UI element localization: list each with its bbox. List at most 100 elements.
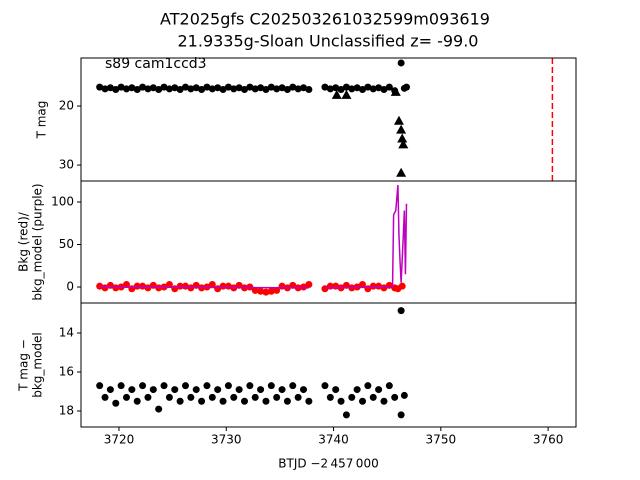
- point: [192, 386, 200, 394]
- point: [385, 382, 393, 390]
- point: [96, 83, 104, 91]
- point: [353, 84, 361, 92]
- point: [332, 386, 340, 394]
- point: [106, 386, 114, 394]
- point: [160, 382, 168, 390]
- point: [267, 287, 275, 295]
- point: [219, 86, 227, 94]
- point: [326, 393, 334, 401]
- point: [155, 405, 163, 413]
- y-axis-label: bkg_model (purple): [31, 183, 45, 300]
- point: [246, 83, 254, 91]
- point: [267, 382, 275, 390]
- point: [400, 391, 408, 399]
- point: [214, 84, 222, 92]
- point: [117, 382, 125, 390]
- point: [203, 83, 211, 91]
- point: [192, 84, 200, 92]
- point: [300, 386, 308, 394]
- axes-frame: [80, 302, 577, 428]
- point: [251, 393, 259, 401]
- point: [128, 84, 136, 92]
- x-tick-label: 3760: [533, 433, 564, 447]
- point: [230, 393, 238, 401]
- triangle-marker: [331, 89, 342, 99]
- point: [122, 393, 130, 401]
- chart-title: AT2025gfs C202503261032599m093619: [160, 10, 490, 29]
- point: [267, 83, 275, 91]
- point: [359, 86, 367, 94]
- triangle-marker: [398, 139, 409, 149]
- point: [273, 85, 281, 93]
- y-axis-label: Bkg (red)/: [17, 211, 31, 272]
- point: [160, 83, 168, 91]
- point: [398, 282, 406, 290]
- triangle-marker: [397, 133, 408, 143]
- point: [364, 83, 372, 91]
- point: [305, 86, 313, 94]
- point: [337, 397, 345, 405]
- point: [139, 382, 147, 390]
- point: [144, 85, 152, 93]
- triangle-marker: [393, 115, 404, 125]
- point: [139, 83, 147, 91]
- point: [397, 59, 405, 67]
- point: [294, 393, 302, 401]
- point: [278, 386, 286, 394]
- point: [198, 397, 206, 405]
- y-axis-label: T mag −: [17, 339, 31, 392]
- plot-area: [96, 307, 408, 419]
- point: [391, 393, 399, 401]
- triangle-marker: [341, 89, 352, 99]
- point: [300, 84, 308, 92]
- y-tick-label: 100: [51, 194, 74, 208]
- y-tick-label: 18: [59, 404, 74, 418]
- y-tick-label: 30: [59, 158, 74, 172]
- point: [165, 280, 173, 288]
- point: [235, 84, 243, 92]
- point: [342, 83, 350, 91]
- point: [176, 86, 184, 94]
- point: [128, 386, 136, 394]
- point: [321, 285, 329, 293]
- point: [273, 393, 281, 401]
- point: [101, 393, 109, 401]
- point: [101, 85, 109, 93]
- point: [321, 382, 329, 390]
- triangle-marker: [396, 167, 407, 177]
- point: [208, 85, 216, 93]
- point: [96, 382, 104, 390]
- point: [224, 83, 232, 91]
- point: [224, 382, 232, 390]
- point: [289, 83, 297, 91]
- point: [369, 85, 377, 93]
- point: [262, 288, 270, 296]
- point: [305, 397, 313, 405]
- chart-subtitle: 21.9335g-Sloan Unclassified z= -99.0: [178, 32, 479, 51]
- point: [112, 399, 120, 407]
- point: [208, 280, 216, 288]
- point: [203, 382, 211, 390]
- y-tick-label: 16: [59, 365, 74, 379]
- point: [122, 280, 130, 288]
- point: [101, 284, 109, 292]
- y-tick-label: 14: [59, 326, 74, 340]
- x-tick-label: 3750: [426, 433, 457, 447]
- point: [165, 393, 173, 401]
- y-tick-label: 50: [59, 237, 74, 251]
- point: [359, 280, 367, 288]
- point: [246, 382, 254, 390]
- y-tick-label: 20: [59, 99, 74, 113]
- point: [181, 382, 189, 390]
- line: [99, 184, 408, 289]
- point: [369, 393, 377, 401]
- point: [353, 386, 361, 394]
- point: [348, 393, 356, 401]
- y-tick-label: 0: [66, 280, 74, 294]
- point: [380, 86, 388, 94]
- point: [283, 397, 291, 405]
- point: [133, 86, 141, 94]
- point: [294, 85, 302, 93]
